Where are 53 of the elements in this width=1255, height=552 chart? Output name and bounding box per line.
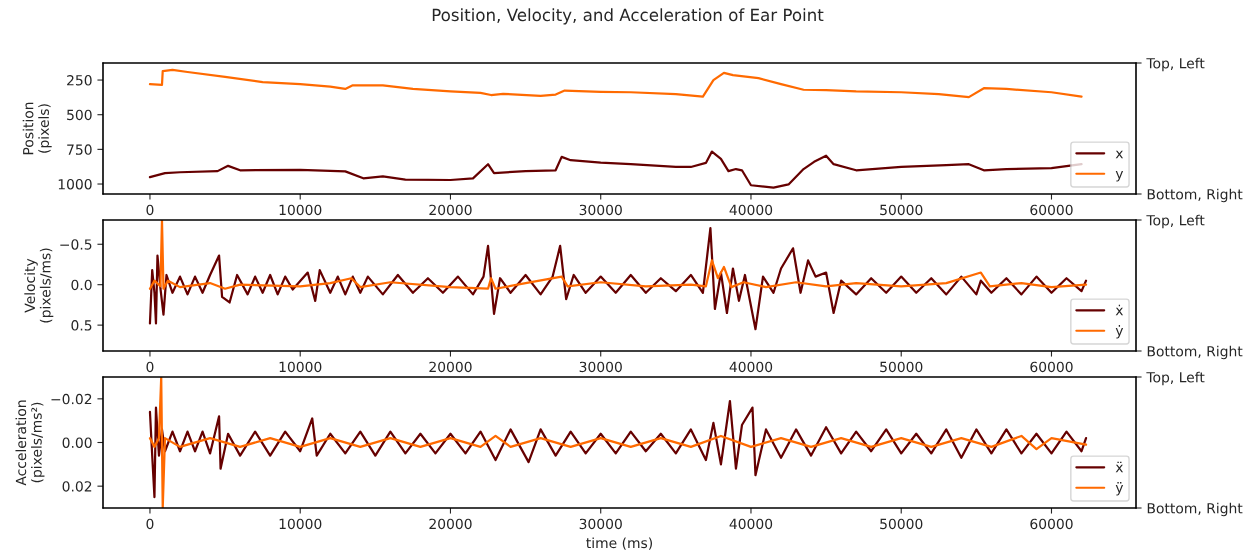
x-tick-label: 0 xyxy=(146,518,154,530)
x-tick-label: 0 xyxy=(146,204,154,216)
y-tick-label: 1000 xyxy=(58,178,92,190)
legend-label: x xyxy=(1115,150,1124,159)
y-tick-label: 0.00 xyxy=(62,437,92,448)
x-tick-label: 40000 xyxy=(729,518,773,530)
text: Bottom, Right xyxy=(1147,345,1243,360)
x-tick-label: 60000 xyxy=(1030,361,1073,373)
chart-title: Position, Velocity, and Acceleration of Ear Point xyxy=(432,8,824,25)
line-series xyxy=(148,68,1083,99)
x-tick-label: 10000 xyxy=(279,361,322,373)
line-series xyxy=(148,399,1088,499)
x-tick-label: 60000 xyxy=(1030,518,1073,530)
x-tick-label: 20000 xyxy=(429,204,472,216)
text: Bottom, Right xyxy=(1147,188,1243,203)
legend-label: y xyxy=(1115,171,1124,182)
line-series xyxy=(148,220,1088,290)
x-tick-label: 30000 xyxy=(579,518,622,530)
x-tick-label: 60000 xyxy=(1030,204,1073,216)
legend-label: ẏ xyxy=(1115,325,1124,339)
y-tick-label: 250 xyxy=(67,75,92,86)
x-tick-label: 10000 xyxy=(279,518,322,530)
x-tick-label: 30000 xyxy=(579,204,622,216)
text: Top, Left xyxy=(1146,371,1205,386)
y-tick-label: 0.02 xyxy=(62,481,92,492)
y-axis-title: Acceleration (pixels/ms²) xyxy=(15,400,45,486)
y-tick-label: −0.5 xyxy=(60,239,92,250)
line-series xyxy=(148,377,1088,508)
x-tick-label: 10000 xyxy=(279,204,322,216)
legend-label: ẍ xyxy=(1115,461,1124,473)
y-axis-title: Position (pixels) xyxy=(22,102,52,155)
x-tick-label: 40000 xyxy=(729,204,773,216)
y-tick-label: 0.0 xyxy=(71,279,92,291)
text: Bottom, Right xyxy=(1147,502,1243,517)
y-tick-label: 750 xyxy=(67,144,92,155)
x-tick-label: 50000 xyxy=(880,361,923,373)
x-tick-label: 20000 xyxy=(429,361,472,373)
x-tick-label: 40000 xyxy=(729,361,773,373)
x-tick-label: 50000 xyxy=(880,204,923,216)
text: Top, Left xyxy=(1146,214,1205,229)
y-tick-label: 0.5 xyxy=(71,320,92,331)
text: Top, Left xyxy=(1146,57,1205,72)
y-tick-label: 500 xyxy=(67,109,92,121)
x-axis-title: time (ms) xyxy=(586,537,653,550)
legend-label: ẋ xyxy=(1115,304,1124,316)
x-tick-label: 0 xyxy=(146,361,154,373)
x-tick-label: 50000 xyxy=(880,518,923,530)
legend-label: ÿ xyxy=(1115,482,1124,496)
x-tick-label: 30000 xyxy=(579,361,622,373)
line-series xyxy=(148,226,1088,331)
x-tick-label: 20000 xyxy=(429,518,472,530)
y-axis-title: Velocity (pixels/ms) xyxy=(24,248,54,323)
y-tick-label: −0.02 xyxy=(51,393,92,405)
